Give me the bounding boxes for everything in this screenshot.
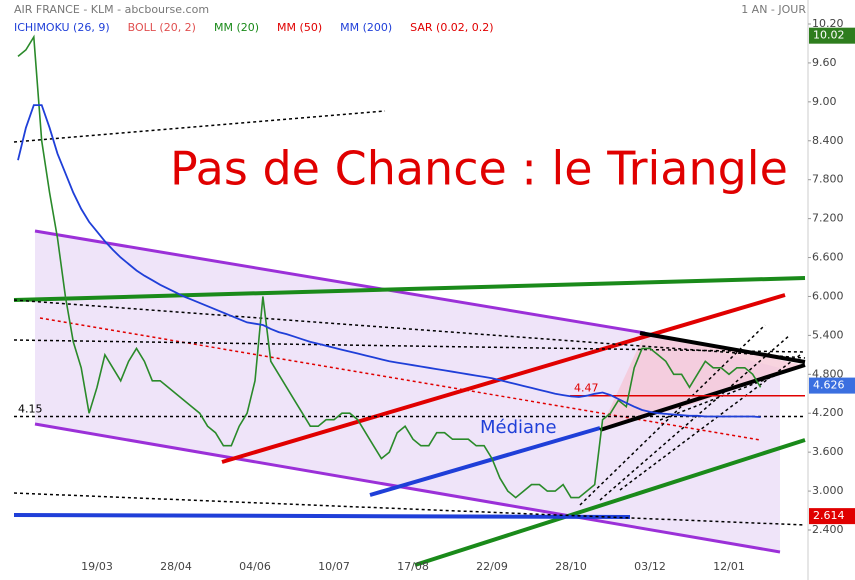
price-tag-label: 4.626 xyxy=(813,379,845,392)
x-tick-label: 10/07 xyxy=(318,560,350,573)
dotted-line xyxy=(13,110,386,143)
x-tick-label: 12/01 xyxy=(713,560,745,573)
trendlines xyxy=(13,110,806,567)
y-tick-label: 4.200 xyxy=(812,406,844,419)
x-tick-label: 19/03 xyxy=(81,560,113,573)
x-tick-label: 28/04 xyxy=(160,560,192,573)
channel-top xyxy=(34,229,646,335)
median-line xyxy=(369,426,601,497)
fan-line xyxy=(619,354,801,491)
chart-title: Pas de Chance : le Triangle xyxy=(170,142,788,196)
x-tick-label: 03/12 xyxy=(634,560,666,573)
fan-line xyxy=(659,369,791,421)
green-support xyxy=(414,438,806,567)
moving-average xyxy=(17,104,761,418)
green-line xyxy=(13,276,806,302)
legend-entry: MM (50) xyxy=(277,21,322,34)
y-tick-label: 3.600 xyxy=(812,445,844,458)
channel-bottom xyxy=(34,422,781,554)
y-tick-label: 7.200 xyxy=(812,212,844,225)
price-tag-label: 2.614 xyxy=(813,509,845,522)
level-label: 4.15 xyxy=(18,402,43,415)
y-tick-label: 10.20 xyxy=(812,17,844,30)
triangle-top xyxy=(639,331,806,364)
y-tick-label: 2.400 xyxy=(812,523,844,536)
y-tick-label: 8.400 xyxy=(812,134,844,147)
fan-line xyxy=(579,324,766,506)
x-tick-label: 22/09 xyxy=(476,560,508,573)
level-label: 4.47 xyxy=(574,382,599,395)
blue-support xyxy=(13,513,631,519)
x-tick-label: 04/06 xyxy=(239,560,271,573)
y-tick-label: 7.800 xyxy=(812,173,844,186)
annotation: Médiane xyxy=(480,417,557,438)
dotted-lines xyxy=(13,110,806,526)
x-tick-label: 17/08 xyxy=(397,560,429,573)
price-line xyxy=(17,34,762,499)
header: AIR FRANCE - KLM - abcbourse.com xyxy=(14,3,209,16)
x-tick-label: 28/10 xyxy=(555,560,587,573)
period: 1 AN - JOUR xyxy=(741,3,806,16)
price-tag-label: 10.02 xyxy=(813,29,845,42)
y-tick-label: 9.00 xyxy=(812,95,837,108)
dotted-line xyxy=(13,299,806,359)
y-tick-label: 3.000 xyxy=(812,484,844,497)
price-tag xyxy=(809,27,855,44)
triangle-bottom xyxy=(599,363,806,432)
y-tick-label: 5.400 xyxy=(812,328,844,341)
legend-entry: ICHIMOKU (26, 9) xyxy=(14,21,110,34)
legend-entry: MM (200) xyxy=(340,21,392,34)
legend-entry: BOLL (20, 2) xyxy=(128,21,196,34)
y-tick-label: 6.600 xyxy=(812,251,844,264)
price-tag xyxy=(809,377,855,394)
triangle-fill xyxy=(600,333,805,430)
legend-entry: MM (20) xyxy=(214,21,259,34)
price-tag xyxy=(809,508,855,525)
legend-entry: SAR (0.02, 0.2) xyxy=(410,21,493,34)
y-tick-label: 9.60 xyxy=(812,56,837,69)
y-tick-label: 6.000 xyxy=(812,289,844,302)
red-dotted xyxy=(39,317,761,441)
y-tick-label: 4.800 xyxy=(812,367,844,380)
red-line xyxy=(221,293,786,464)
